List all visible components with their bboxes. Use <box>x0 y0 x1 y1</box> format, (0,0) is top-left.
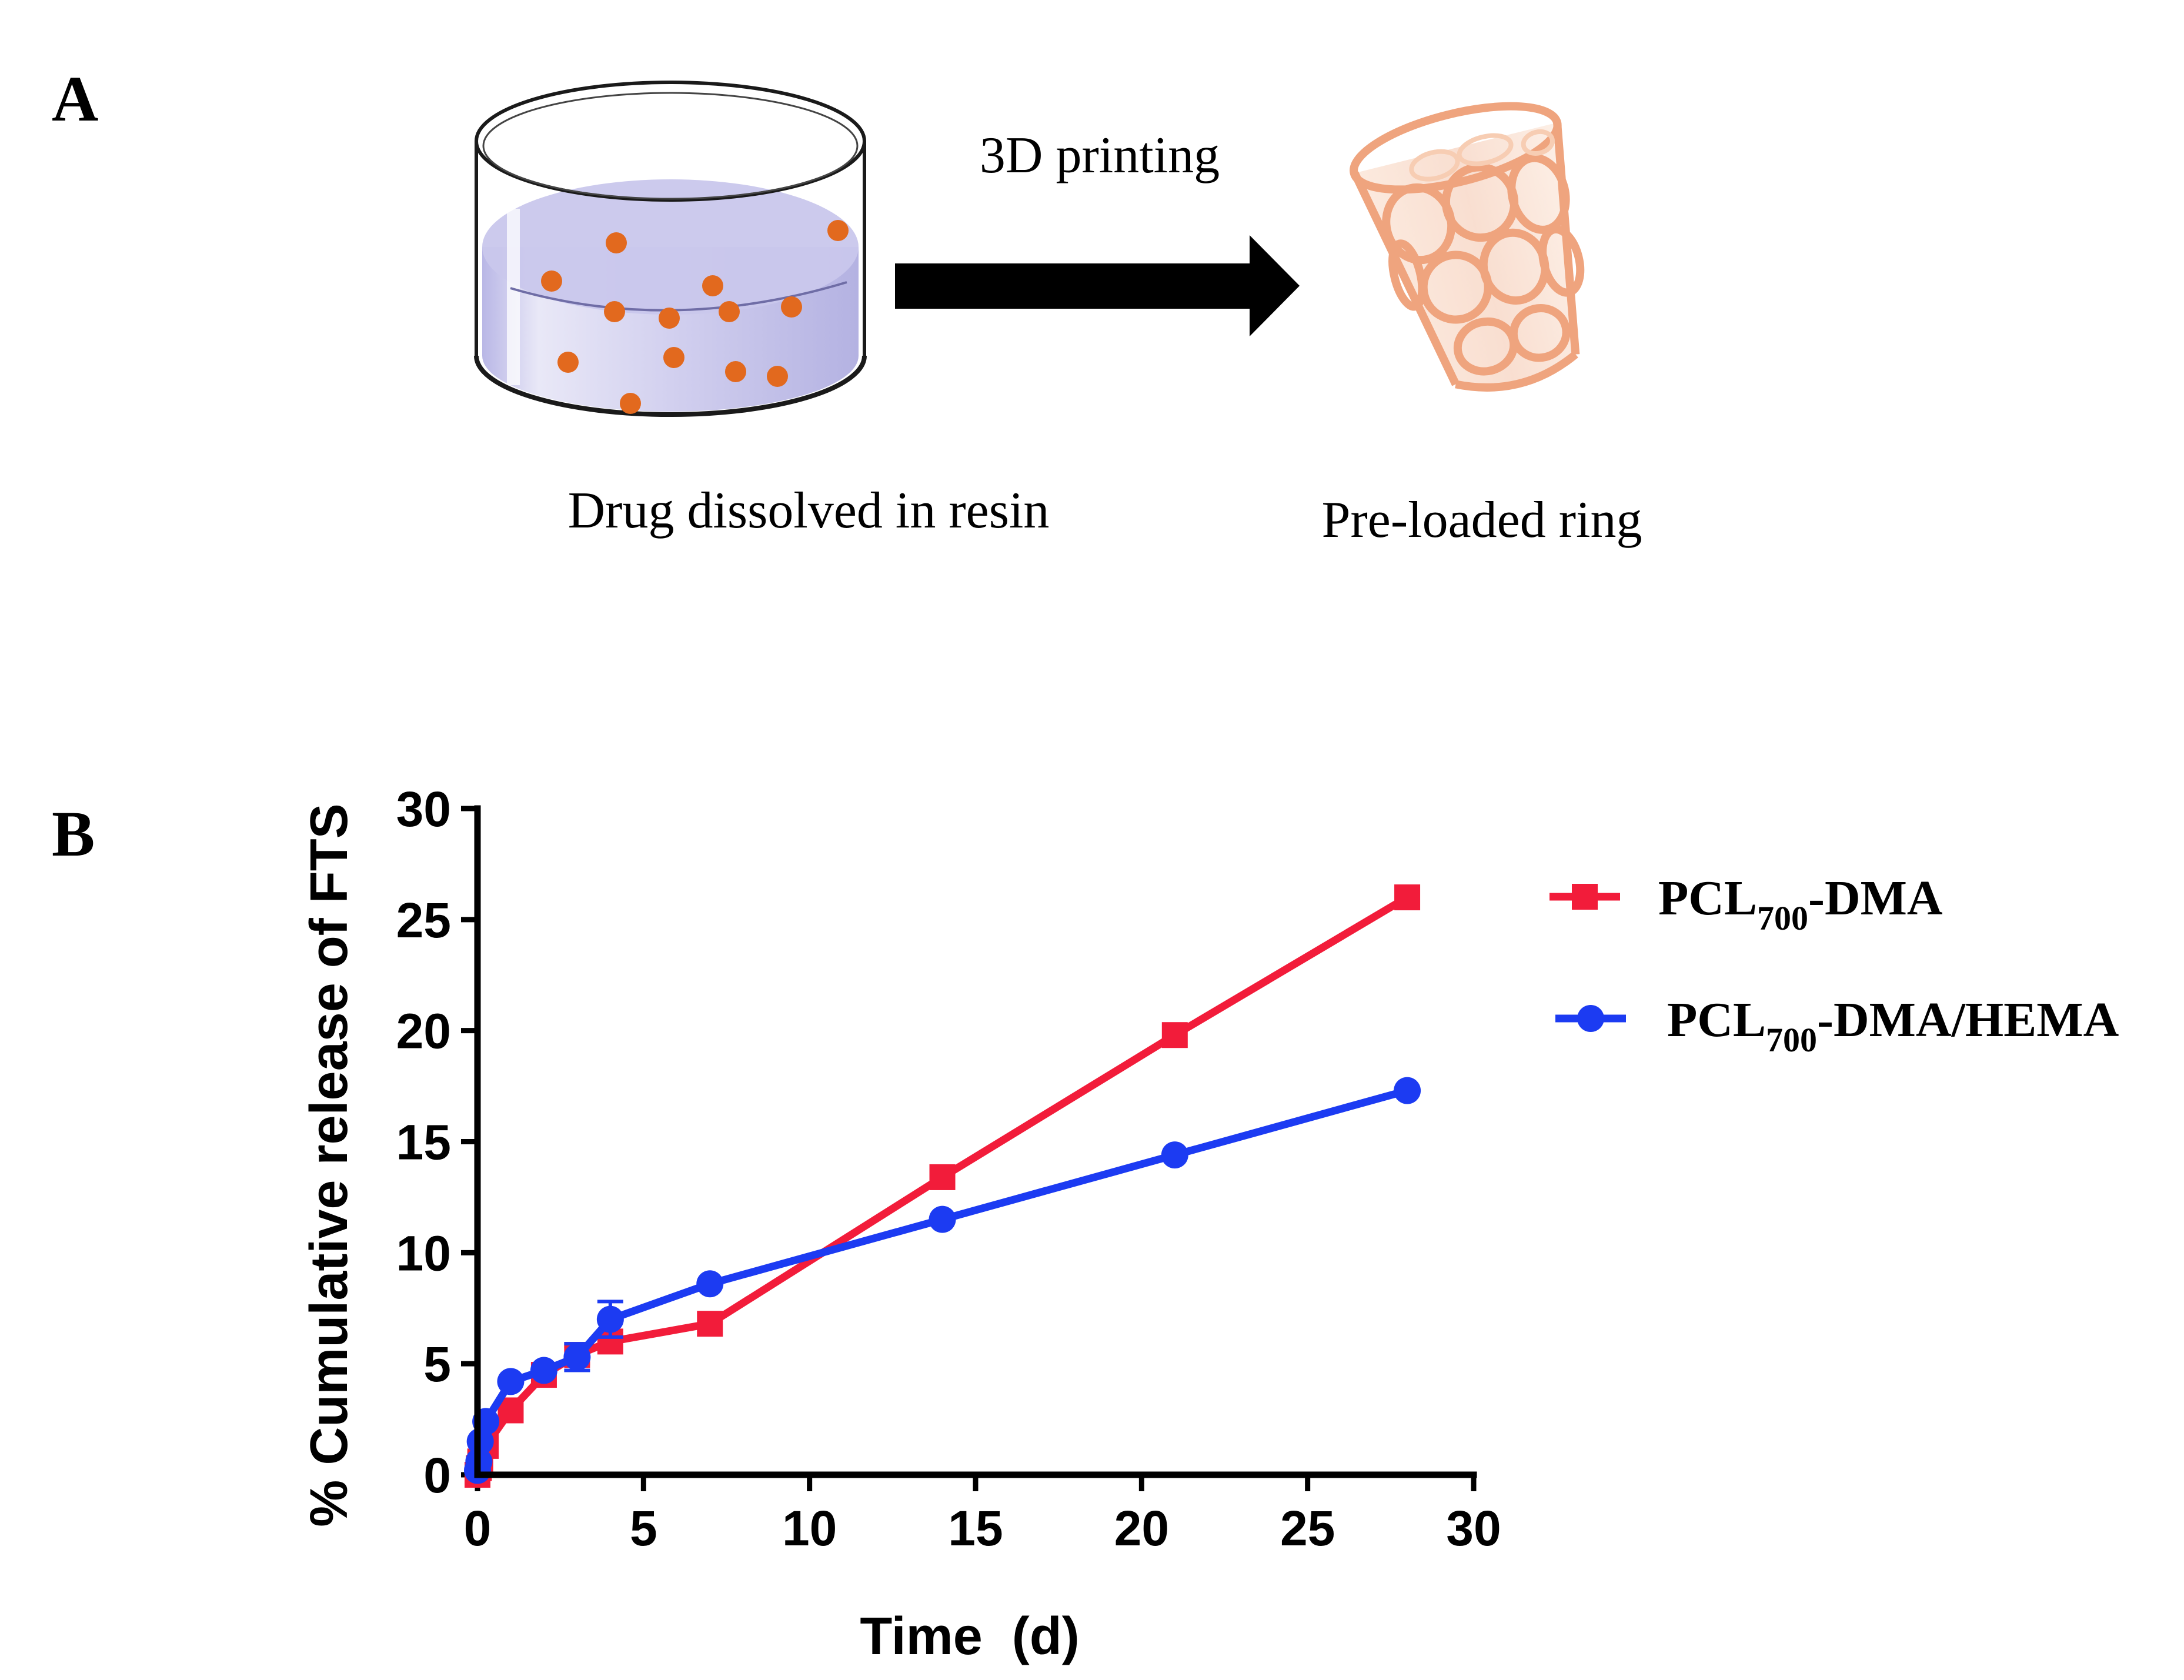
x-axis-ticks: 0 5 10 15 20 25 30 <box>464 1475 1501 1556</box>
ring-lattice-inner <box>1409 129 1555 182</box>
chart-axes <box>474 805 1477 1478</box>
y-tick-label: 15 <box>396 1115 451 1170</box>
drug-particle <box>557 352 579 373</box>
panel-b-label: B <box>52 798 95 870</box>
legend-entry: PCL700-DMA <box>1549 871 1943 937</box>
drug-particle <box>663 347 684 368</box>
y-axis-label: % Cumulative release of FTS <box>300 803 359 1527</box>
drug-particle <box>725 361 746 382</box>
y-tick-label: 30 <box>396 781 451 837</box>
panel-a-label: A <box>52 63 98 135</box>
drug-particle <box>719 301 740 322</box>
beaker-bottom <box>474 355 867 417</box>
data-point-square <box>697 1311 723 1337</box>
data-point-square <box>929 1164 956 1190</box>
arrow-label: 3D printing <box>980 127 1220 184</box>
right-caption: Pre-loaded ring <box>1322 492 1642 549</box>
data-point-circle <box>696 1270 724 1298</box>
x-tick-label: 5 <box>630 1501 657 1556</box>
legend-label-main: PCL <box>1658 871 1757 926</box>
data-point-circle <box>563 1343 591 1371</box>
data-point-square <box>1161 1022 1188 1048</box>
data-point-square <box>1394 884 1421 911</box>
y-tick-label: 5 <box>423 1337 451 1392</box>
x-tick-label: 15 <box>948 1501 1003 1556</box>
panel-b: B 0 5 10 15 20 25 30 0 5 10 15 20 25 30 Time (d) % C… <box>52 781 2119 1666</box>
y-axis-ticks: 0 5 10 15 20 25 30 <box>396 781 477 1503</box>
series-1 <box>465 884 1421 1488</box>
chart-series <box>464 884 1421 1488</box>
drug-particle <box>659 308 680 329</box>
resin-surface <box>482 179 859 315</box>
ring-cell-inner <box>1521 129 1555 156</box>
drug-particle <box>541 270 562 292</box>
ring-cell <box>1538 225 1585 297</box>
ring-top-rim <box>1350 102 1562 194</box>
x-tick-label: 10 <box>782 1501 837 1556</box>
ring-bottom-rim <box>1455 351 1578 392</box>
legend-entry: PCL700-DMA/HEMA <box>1555 993 2119 1059</box>
ring-cell <box>1509 304 1571 362</box>
ring-cell-inner <box>1457 133 1514 166</box>
legend-label: PCL700-DMA/HEMA <box>1667 993 2119 1059</box>
drug-particle <box>606 232 627 253</box>
data-point-circle <box>497 1368 525 1395</box>
data-point-circle <box>530 1357 557 1384</box>
x-axis-label: Time (d) <box>860 1607 1079 1666</box>
drug-particle <box>827 220 849 241</box>
x-tick-label: 0 <box>464 1501 492 1556</box>
ring-cell-inner <box>1409 149 1460 182</box>
legend-marker-circle <box>1577 1005 1604 1032</box>
data-point-circle <box>929 1205 956 1233</box>
glass-highlight <box>507 209 520 385</box>
x-tick-label: 20 <box>1114 1501 1169 1556</box>
resin-beaker-illustration <box>474 81 867 417</box>
series-2 <box>464 1077 1421 1484</box>
legend-marker-square <box>1572 884 1598 910</box>
y-tick-label: 20 <box>396 1004 451 1059</box>
x-tick-label: 30 <box>1446 1501 1501 1556</box>
legend-label-main: PCL <box>1667 993 1766 1047</box>
drug-particle <box>620 393 641 414</box>
ring-lattice <box>1350 102 1585 392</box>
ring-cell <box>1388 239 1427 311</box>
legend-label-suffix: -DMA/HEMA <box>1817 993 2119 1047</box>
process-arrow-icon <box>895 235 1300 336</box>
legend-label-subscript: 700 <box>1766 1021 1817 1059</box>
legend-label-suffix: -DMA <box>1808 871 1943 926</box>
x-tick-label: 25 <box>1280 1501 1335 1556</box>
y-tick-label: 0 <box>423 1448 451 1503</box>
beaker-rim-inner <box>482 92 859 200</box>
drug-particle <box>767 366 788 387</box>
left-caption: Drug dissolved in resin <box>568 482 1050 539</box>
legend-label-subscript: 700 <box>1757 899 1808 937</box>
panel-a: A <box>52 63 1642 549</box>
drug-particle <box>702 275 723 296</box>
ring-edge <box>1351 171 1460 386</box>
printed-ring-illustration <box>1350 102 1585 392</box>
y-tick-label: 25 <box>396 893 451 948</box>
drug-particles <box>541 220 849 414</box>
legend-label: PCL700-DMA <box>1658 871 1943 937</box>
data-point-circle <box>1161 1141 1188 1169</box>
release-chart: 0 5 10 15 20 25 30 0 5 10 15 20 25 30 <box>396 781 1501 1556</box>
y-tick-label: 10 <box>396 1225 451 1281</box>
drug-particle <box>604 301 625 322</box>
data-point-circle <box>596 1305 624 1333</box>
data-point-circle <box>1394 1077 1421 1104</box>
drug-particle <box>781 296 802 318</box>
series-line <box>473 1087 1408 1471</box>
